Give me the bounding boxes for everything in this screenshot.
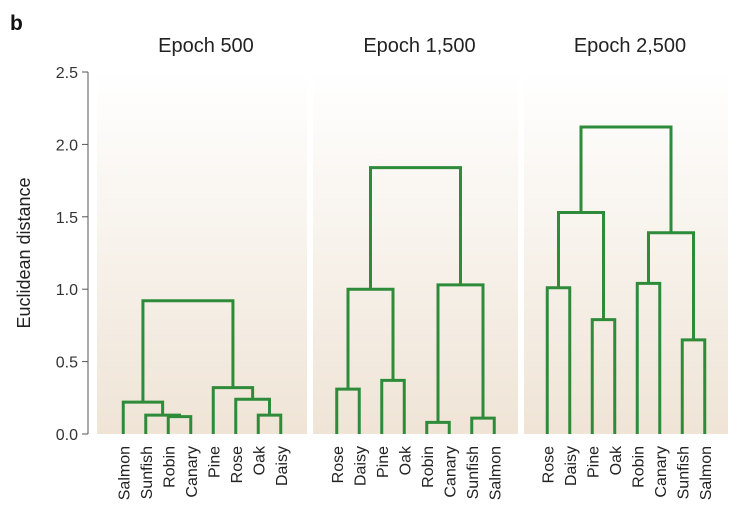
merge-link-7 bbox=[141, 299, 235, 403]
leaf-label-salmon: Salmon bbox=[698, 446, 715, 500]
panel-background bbox=[313, 72, 518, 434]
leaf-label-oak: Oak bbox=[251, 445, 268, 475]
y-axis-label: Euclidean distance bbox=[14, 177, 34, 328]
panel-2: Epoch 1,500 Rose Daisy Pine Oak Robin Canary Su… bbox=[313, 35, 518, 500]
panel-label: b bbox=[10, 12, 23, 35]
panel-1: Epoch 500 Salmon Sunfish Robin Canary Pine Ros… bbox=[97, 35, 307, 500]
leaf-label-rose: Rose bbox=[540, 446, 557, 483]
leaf-label-pine: Pine bbox=[375, 446, 392, 478]
leaf-label-pine: Pine bbox=[206, 446, 223, 478]
leaf-label-canary: Canary bbox=[184, 446, 201, 498]
y-tick-label: 1.0 bbox=[56, 282, 78, 299]
merge-link-7 bbox=[369, 166, 462, 290]
leaf-label-canary: Canary bbox=[653, 446, 670, 498]
y-tick-label: 2.0 bbox=[56, 137, 78, 154]
epoch-title: Epoch 500 bbox=[158, 35, 254, 57]
leaf-label-salmon: Salmon bbox=[116, 446, 133, 500]
leaf-label-canary: Canary bbox=[442, 446, 459, 498]
leaf-label-oak: Oak bbox=[608, 445, 625, 475]
leaf-label-sunfish: Sunfish bbox=[675, 446, 692, 499]
leaf-label-robin: Robin bbox=[630, 446, 647, 488]
leaf-label-robin: Robin bbox=[161, 446, 178, 488]
leaf-label-pine: Pine bbox=[585, 446, 602, 478]
merge-link-7 bbox=[579, 125, 673, 233]
leaf-label-daisy: Daisy bbox=[352, 446, 369, 486]
panel-3: Epoch 2,500 Rose Daisy Pine Oak Robin Canary Su… bbox=[524, 35, 728, 500]
y-tick-label: 0.5 bbox=[56, 355, 78, 372]
leaf-label-daisy: Daisy bbox=[563, 446, 580, 486]
leaf-label-daisy: Daisy bbox=[274, 446, 291, 486]
leaf-label-sunfish: Sunfish bbox=[465, 446, 482, 499]
panel-background bbox=[97, 72, 307, 434]
leaf-label-rose: Rose bbox=[229, 446, 246, 483]
leaf-label-sunfish: Sunfish bbox=[139, 446, 156, 499]
y-axis: 0.0 0.5 1.0 1.5 2.0 2.5 bbox=[56, 65, 89, 444]
epoch-title: Epoch 2,500 bbox=[574, 35, 686, 57]
leaf-label-rose: Rose bbox=[330, 446, 347, 483]
epoch-title: Epoch 1,500 bbox=[363, 35, 475, 57]
y-tick-label: 0.0 bbox=[56, 427, 78, 444]
leaf-label-robin: Robin bbox=[420, 446, 437, 488]
y-tick-label: 2.5 bbox=[56, 65, 78, 82]
leaf-label-oak: Oak bbox=[397, 445, 414, 475]
panels-group: Epoch 500 Salmon Sunfish Robin Canary Pine Ros… bbox=[97, 35, 728, 500]
y-tick-label: 1.5 bbox=[56, 210, 78, 227]
leaf-label-salmon: Salmon bbox=[487, 446, 504, 500]
